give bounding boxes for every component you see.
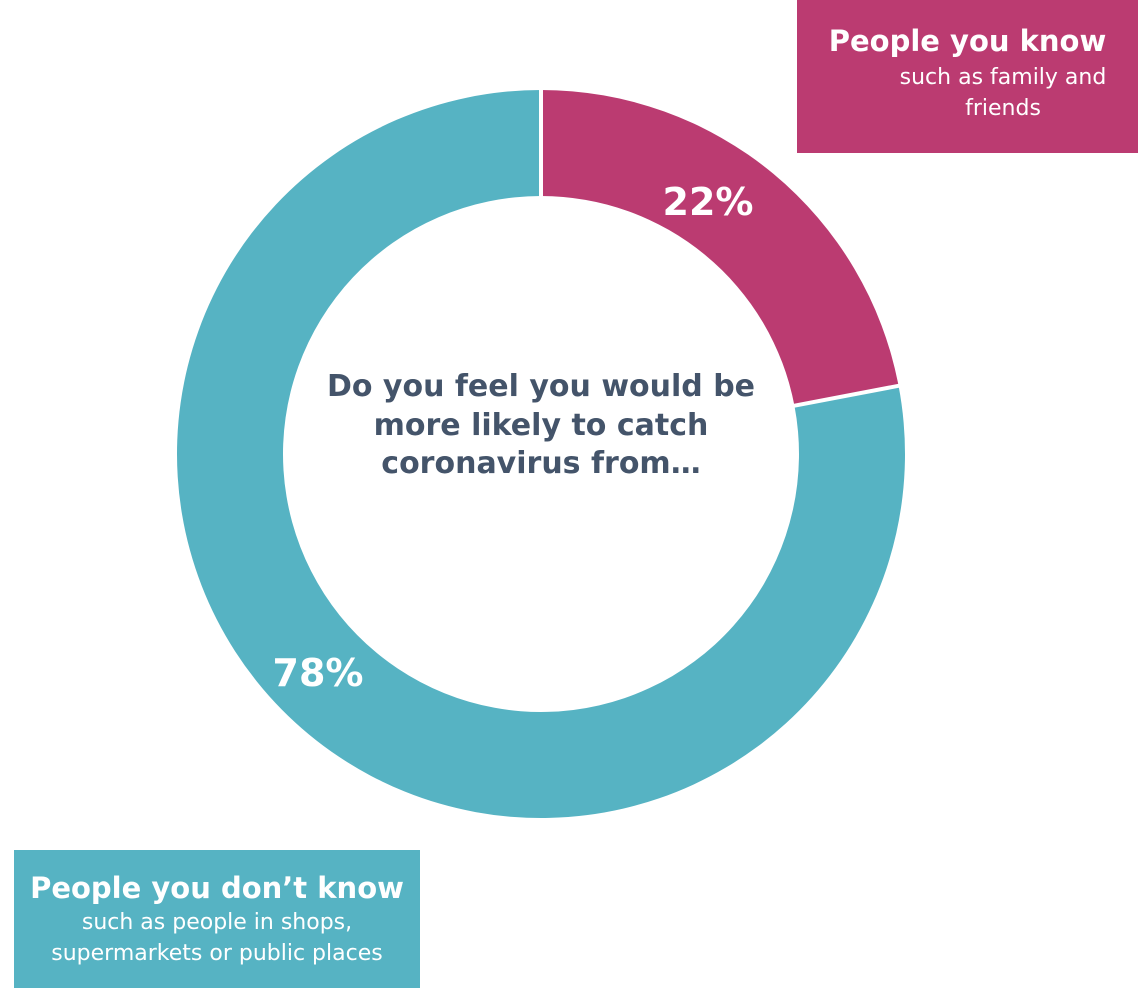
- callout-unknown-description: such as people in shops, supermarkets or…: [51, 910, 383, 966]
- callout-unknown-title: People you don’t know: [30, 871, 404, 905]
- slice-value-label-1: 78%: [273, 651, 364, 695]
- callout-known-title: People you know: [828, 24, 1107, 58]
- callout-people-you-know: People you know such as family and frien…: [797, 0, 1138, 153]
- callout-people-you-dont-know: People you don’t know such as people in …: [14, 850, 420, 988]
- donut-slice-0: [541, 90, 899, 406]
- callout-known-description: such as family and friends: [899, 65, 1107, 121]
- center-question: Do you feel you would be more likely to …: [326, 369, 756, 481]
- slice-separator-1: [792, 383, 901, 408]
- slice-value-label-0: 22%: [663, 180, 754, 224]
